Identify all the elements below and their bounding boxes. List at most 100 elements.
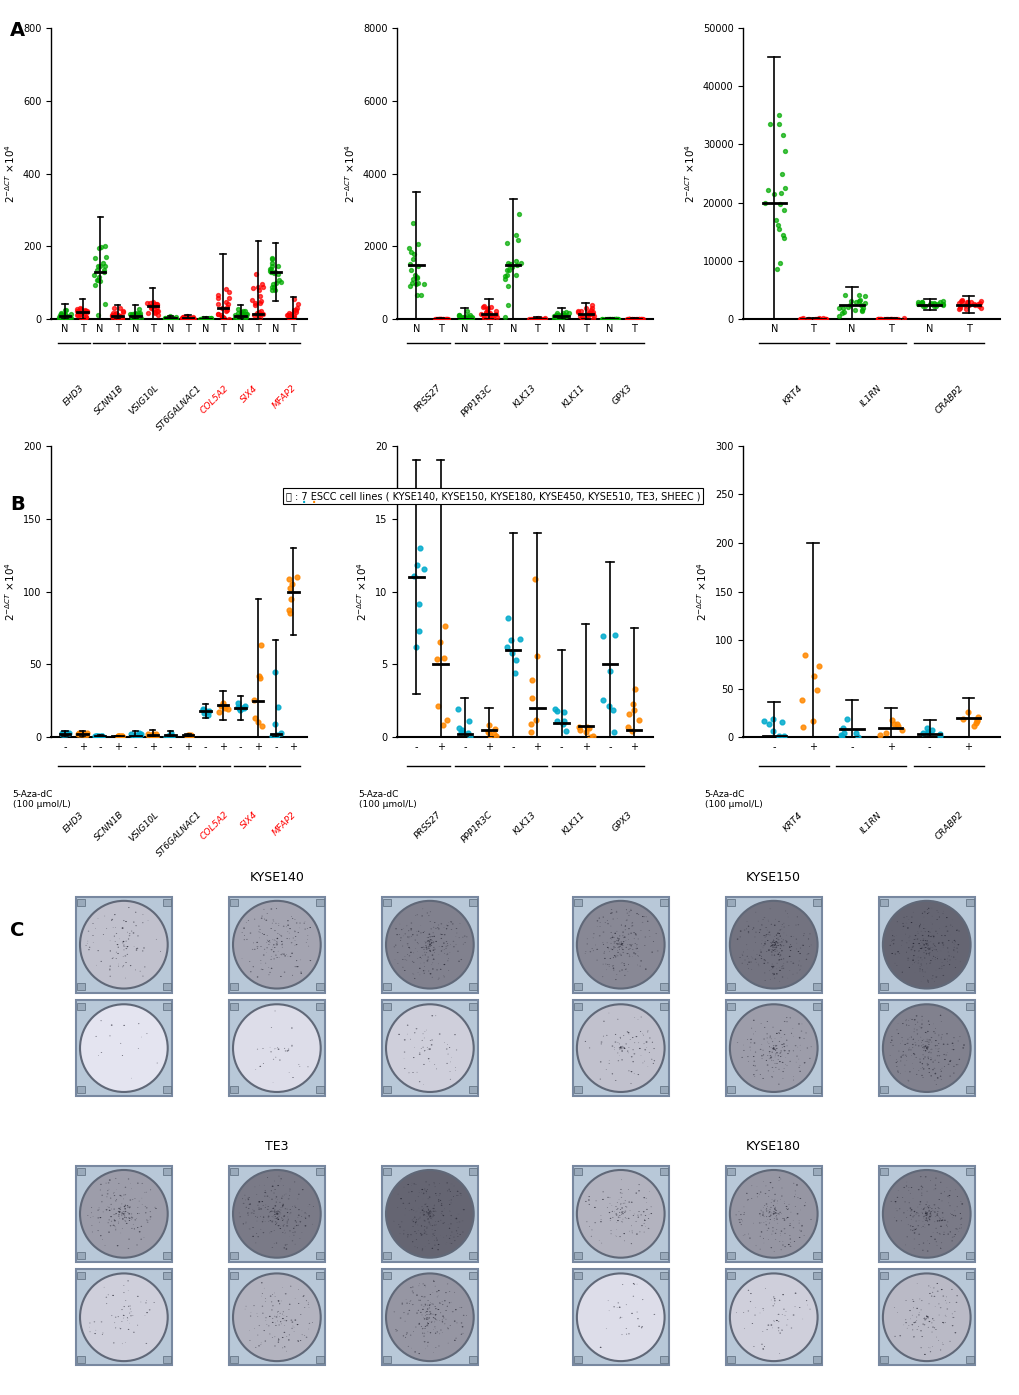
Point	[472, 303, 488, 325]
Point	[147, 301, 163, 324]
Point	[868, 308, 884, 331]
Point	[478, 297, 494, 319]
Point	[198, 700, 214, 723]
Point	[79, 300, 96, 322]
Point	[430, 307, 446, 329]
Bar	[812, 1356, 819, 1363]
Point	[264, 725, 280, 748]
Bar	[659, 1087, 666, 1094]
Text: 5-Aza-dC
(100 μmol/L): 5-Aza-dC (100 μmol/L)	[12, 790, 70, 809]
Point	[437, 308, 453, 331]
Point	[959, 290, 975, 312]
Point	[621, 308, 637, 331]
Point	[109, 725, 125, 748]
Point	[511, 202, 527, 225]
Point	[584, 303, 600, 325]
Point	[487, 300, 503, 322]
Point	[438, 709, 454, 731]
Point	[403, 258, 419, 280]
Ellipse shape	[577, 1170, 664, 1258]
Point	[832, 724, 848, 746]
Bar	[316, 1272, 323, 1279]
Ellipse shape	[882, 901, 970, 989]
Point	[462, 304, 478, 326]
Point	[89, 724, 105, 746]
Point	[548, 710, 565, 732]
Point	[148, 294, 164, 317]
Point	[90, 255, 106, 278]
Point	[267, 279, 283, 301]
Bar	[574, 1169, 581, 1176]
Point	[570, 300, 586, 322]
Point	[794, 689, 810, 711]
Point	[115, 301, 131, 324]
Point	[547, 304, 564, 326]
Point	[88, 273, 104, 296]
Point	[130, 725, 147, 748]
Point	[201, 307, 217, 329]
Point	[432, 308, 448, 331]
Point	[629, 308, 645, 331]
Point	[768, 258, 785, 280]
Point	[180, 307, 197, 329]
Point	[510, 229, 526, 251]
Point	[930, 292, 947, 314]
Point	[597, 308, 613, 331]
Point	[480, 714, 496, 737]
Point	[970, 292, 986, 314]
Point	[889, 714, 905, 737]
Point	[98, 246, 114, 268]
Point	[499, 607, 516, 629]
Point	[255, 303, 271, 325]
Point	[833, 301, 849, 324]
Point	[415, 272, 431, 294]
Point	[601, 308, 618, 331]
Point	[174, 307, 191, 329]
Point	[870, 308, 887, 331]
Point	[212, 695, 228, 717]
Point	[270, 255, 286, 278]
Point	[196, 699, 212, 721]
Y-axis label: 2$^{-\Delta CT}$ ×10$^4$: 2$^{-\Delta CT}$ ×10$^4$	[3, 562, 17, 621]
Point	[431, 631, 447, 653]
Point	[934, 293, 951, 315]
Point	[914, 723, 930, 745]
Point	[759, 179, 775, 201]
Point	[213, 297, 229, 319]
Point	[577, 297, 593, 319]
Point	[794, 307, 810, 329]
Point	[535, 307, 551, 329]
Point	[283, 587, 300, 610]
Point	[247, 292, 263, 314]
Point	[143, 297, 159, 319]
Point	[450, 306, 467, 328]
Point	[464, 307, 480, 329]
Y-axis label: 2$^{-\Delta CT}$ ×10$^4$: 2$^{-\Delta CT}$ ×10$^4$	[343, 144, 357, 204]
Text: KLK13: KLK13	[512, 384, 538, 410]
Point	[838, 707, 854, 730]
Text: PRSS27: PRSS27	[413, 384, 443, 414]
Point	[159, 307, 175, 329]
Point	[132, 723, 149, 745]
Point	[411, 621, 427, 643]
Point	[912, 290, 928, 312]
Point	[233, 304, 250, 326]
Point	[113, 725, 129, 748]
Point	[496, 306, 513, 328]
Point	[230, 696, 247, 718]
Y-axis label: 2$^{-\Delta CT}$ ×10$^4$: 2$^{-\Delta CT}$ ×10$^4$	[356, 562, 369, 621]
Point	[928, 293, 945, 315]
Point	[110, 304, 126, 326]
Bar	[574, 1087, 581, 1094]
Point	[108, 308, 124, 331]
Point	[533, 308, 549, 331]
Point	[220, 308, 236, 331]
Point	[428, 308, 444, 331]
Point	[583, 294, 599, 317]
Point	[271, 269, 287, 292]
Point	[856, 286, 872, 308]
Point	[452, 721, 469, 744]
Point	[267, 272, 283, 294]
Text: ⬜ : 7 ESCC cell lines ( KYSE140, KYSE150, KYSE180, KYSE450, KYSE510, TE3, SHEEC : ⬜ : 7 ESCC cell lines ( KYSE140, KYSE150…	[285, 491, 699, 501]
Point	[248, 262, 264, 285]
